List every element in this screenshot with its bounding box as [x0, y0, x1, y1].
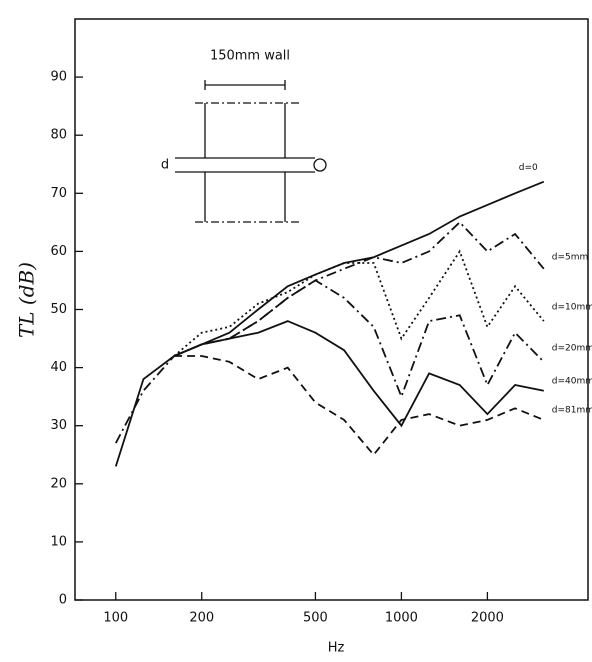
- x-tick-label: 1000: [385, 611, 418, 626]
- series-label: d=20mm: [552, 343, 592, 353]
- y-tick-label: 40: [50, 360, 67, 375]
- inset-diagram: [175, 80, 327, 223]
- series-label: d=5mm: [552, 252, 589, 262]
- series-line: [173, 320, 544, 428]
- series-label: d=40mm: [552, 376, 592, 386]
- series-line: [114, 180, 545, 467]
- y-tick-label: 30: [50, 418, 67, 433]
- x-tick-label: 2000: [471, 611, 504, 626]
- series-line: [173, 279, 545, 400]
- x-tick-label: 500: [303, 611, 328, 626]
- y-axis-label: TL (dB): [15, 262, 39, 338]
- y-tick-label: 80: [50, 128, 67, 143]
- series-label: d=0: [519, 163, 538, 173]
- y-tick-label: 70: [50, 186, 67, 201]
- series-label: d=10mm: [552, 303, 592, 313]
- x-axis-label: Hz: [328, 641, 345, 656]
- series-line: [173, 249, 545, 357]
- series-line: [115, 221, 545, 444]
- inset-label: 150mm wall: [210, 49, 290, 64]
- y-tick-label: 60: [50, 244, 67, 259]
- y-tick-label: 0: [59, 593, 67, 608]
- series-label: d=81mm: [552, 405, 592, 415]
- inset-label: d: [161, 158, 169, 173]
- series-line: [174, 355, 545, 457]
- x-tick-label: 100: [103, 611, 128, 626]
- y-tick-label: 10: [50, 534, 67, 549]
- y-tick-label: 90: [50, 70, 67, 85]
- x-tick-label: 200: [189, 611, 214, 626]
- plot-frame: [74, 18, 589, 601]
- y-tick-label: 50: [50, 302, 67, 317]
- y-tick-label: 20: [50, 476, 67, 491]
